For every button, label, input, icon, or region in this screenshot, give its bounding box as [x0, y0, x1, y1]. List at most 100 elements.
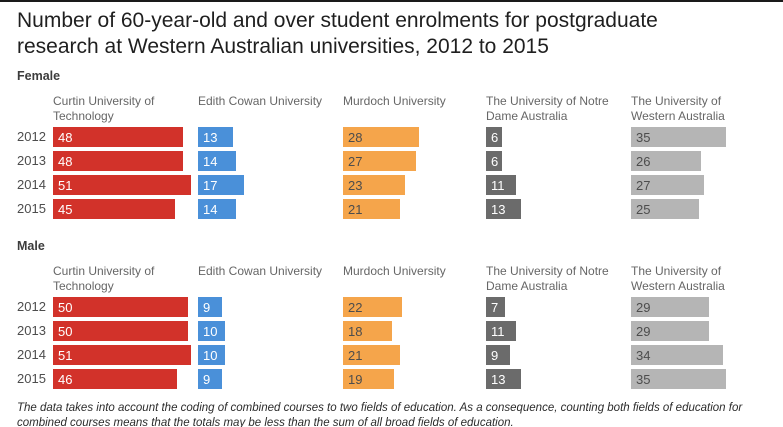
section-label: Female — [17, 69, 61, 83]
bar: 10 — [198, 345, 225, 365]
bar-value-label: 21 — [348, 201, 363, 217]
bar-cell: 17 — [198, 175, 343, 195]
bar-cell: 14 — [198, 199, 343, 219]
bar: 48 — [53, 127, 183, 147]
bar-value-label: 6 — [491, 129, 499, 145]
bar-cell: 11 — [486, 175, 631, 195]
bar-value-label: 6 — [491, 153, 499, 169]
chart-row: 2012 50 9 22 7 29 — [17, 297, 766, 317]
bar-value-label: 29 — [636, 299, 651, 315]
column-header: Murdoch University — [343, 94, 446, 108]
bar-value-label: 26 — [636, 153, 651, 169]
bar-cell: 6 — [486, 151, 631, 171]
bar-cell: 21 — [343, 345, 486, 365]
bar: 26 — [631, 151, 701, 171]
bar: 21 — [343, 345, 400, 365]
bar-cell: 25 — [631, 199, 766, 219]
bar: 50 — [53, 297, 188, 317]
bar-cell: 51 — [53, 345, 198, 365]
bar-cell: 18 — [343, 321, 486, 341]
bar-value-label: 50 — [58, 323, 73, 339]
chart-row: 2014 51 10 21 9 34 — [17, 345, 766, 365]
column-header: Edith Cowan University — [198, 94, 323, 108]
chart-row: 2013 50 10 18 11 29 — [17, 321, 766, 341]
column-header: Curtin University of Technology — [53, 94, 155, 123]
bar-cell: 29 — [631, 321, 766, 341]
bar-cell: 9 — [486, 345, 631, 365]
bar-cell: 13 — [198, 127, 343, 147]
bar-value-label: 27 — [636, 177, 651, 193]
bar: 9 — [486, 345, 510, 365]
bar-cell: 6 — [486, 127, 631, 147]
bar-value-label: 9 — [491, 347, 499, 363]
bar: 46 — [53, 369, 177, 389]
bar: 19 — [343, 369, 394, 389]
bar: 28 — [343, 127, 419, 147]
year-label: 2012 — [17, 129, 46, 144]
bar: 45 — [53, 199, 175, 219]
bar: 25 — [631, 199, 699, 219]
bar: 11 — [486, 175, 516, 195]
bar-value-label: 25 — [636, 201, 651, 217]
bar-value-label: 13 — [203, 129, 218, 145]
bar-cell: 19 — [343, 369, 486, 389]
bar-value-label: 46 — [58, 371, 73, 387]
bar: 23 — [343, 175, 405, 195]
bar-value-label: 9 — [203, 371, 211, 387]
bar-value-label: 48 — [58, 129, 73, 145]
bar: 50 — [53, 321, 188, 341]
bar: 9 — [198, 369, 222, 389]
bar-value-label: 14 — [203, 201, 218, 217]
bar: 13 — [198, 127, 233, 147]
bar-value-label: 10 — [203, 323, 218, 339]
bar-cell: 26 — [631, 151, 766, 171]
bar-value-label: 18 — [348, 323, 363, 339]
footnote: The data takes into account the coding o… — [17, 402, 743, 427]
bar-value-label: 34 — [636, 347, 651, 363]
bar-value-label: 21 — [348, 347, 363, 363]
bar-cell: 9 — [198, 297, 343, 317]
column-header: Edith Cowan University — [198, 264, 323, 278]
chart-section-female: Female Curtin University of Technology Edit… — [17, 69, 766, 219]
bar-cell: 10 — [198, 321, 343, 341]
year-label: 2013 — [17, 323, 46, 338]
bar-cell: 23 — [343, 175, 486, 195]
bar-value-label: 11 — [491, 323, 505, 339]
chart-row: 2013 48 14 27 6 26 — [17, 151, 766, 171]
bar-value-label: 10 — [203, 347, 218, 363]
bar-value-label: 50 — [58, 299, 73, 315]
bar-value-label: 51 — [58, 347, 73, 363]
bar: 35 — [631, 369, 726, 389]
bar-cell: 10 — [198, 345, 343, 365]
bar-value-label: 51 — [58, 177, 73, 193]
bar-cell: 27 — [631, 175, 766, 195]
bar: 10 — [198, 321, 225, 341]
bar: 51 — [53, 345, 191, 365]
year-label: 2013 — [17, 153, 46, 168]
column-header: Murdoch University — [343, 264, 446, 278]
bar-value-label: 13 — [491, 201, 506, 217]
bar: 14 — [198, 151, 236, 171]
year-label: 2015 — [17, 371, 46, 386]
bar-cell: 21 — [343, 199, 486, 219]
column-header-row: Curtin University of Technology Edith Cowa… — [17, 264, 766, 294]
bar-cell: 28 — [343, 127, 486, 147]
year-label: 2015 — [17, 201, 46, 216]
column-header: The University of Notre Dame Australia — [486, 264, 609, 293]
bar: 18 — [343, 321, 392, 341]
bar-value-label: 23 — [348, 177, 363, 193]
chart: Female Curtin University of Technology Edit… — [17, 69, 766, 389]
bar: 6 — [486, 127, 502, 147]
bar-value-label: 13 — [491, 371, 506, 387]
bar: 51 — [53, 175, 191, 195]
bar-value-label: 35 — [636, 129, 651, 145]
column-header: The University of Notre Dame Australia — [486, 94, 609, 123]
bar-value-label: 27 — [348, 153, 363, 169]
bar-cell: 50 — [53, 321, 198, 341]
bar-value-label: 22 — [348, 299, 363, 315]
bar-value-label: 45 — [58, 201, 73, 217]
column-header: Curtin University of Technology — [53, 264, 155, 293]
chart-section-male: Male Curtin University of Technology Edith … — [17, 239, 766, 389]
bar-value-label: 9 — [203, 299, 211, 315]
